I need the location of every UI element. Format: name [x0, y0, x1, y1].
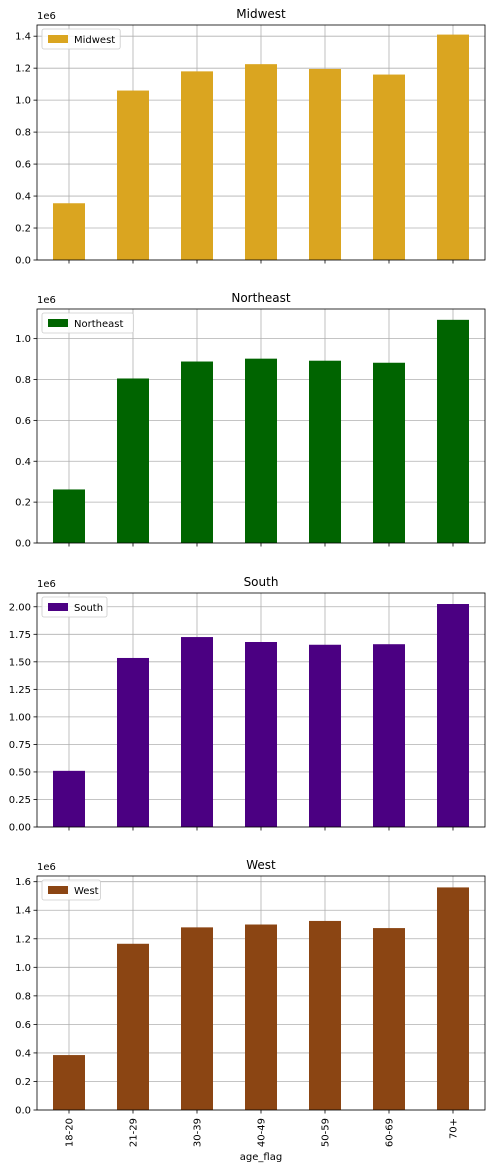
y-tick-label: 1.0	[15, 96, 31, 107]
y-offset-label: 1e6	[37, 295, 56, 306]
y-tick-label: 0.50	[9, 767, 31, 778]
bar-70+	[437, 34, 469, 261]
legend-label: South	[74, 603, 103, 614]
y-tick-label: 0.75	[9, 740, 31, 751]
x-tick-label: 21-29	[129, 1118, 140, 1147]
y-tick-label: 0.8	[15, 375, 31, 386]
x-tick-label: 40-49	[257, 1118, 268, 1147]
bar-30-39	[181, 637, 213, 827]
bar-18-20	[53, 770, 85, 827]
legend-swatch	[48, 603, 68, 611]
bar-21-29	[117, 657, 149, 827]
legend-box	[41, 596, 108, 618]
bar-30-39	[181, 71, 213, 261]
bar-50-59	[309, 360, 341, 543]
y-tick-label: 0.6	[15, 160, 31, 171]
bar-21-29	[117, 378, 149, 543]
bar-40-49	[245, 642, 277, 827]
y-tick-label: 1.75	[9, 630, 31, 641]
y-tick-label: 0.0	[15, 256, 31, 267]
y-tick-label: 0.6	[15, 416, 31, 427]
legend-label: West	[74, 886, 99, 897]
y-tick-label: 1.4	[15, 32, 31, 43]
legend-label: Midwest	[74, 35, 115, 46]
bar-50-59	[309, 920, 341, 1110]
x-tick-label: 30-39	[193, 1118, 204, 1147]
y-tick-label: 1.0	[15, 963, 31, 974]
y-tick-label: 0.00	[9, 823, 31, 834]
y-tick-label: 1.2	[15, 64, 31, 75]
bar-40-49	[245, 64, 277, 261]
bar-21-29	[117, 90, 149, 260]
y-offset-label: 1e6	[37, 579, 56, 590]
y-tick-label: 1.2	[15, 934, 31, 945]
bar-70+	[437, 887, 469, 1110]
bar-18-20	[53, 489, 85, 543]
bar-60-69	[373, 928, 405, 1110]
y-tick-label: 1.6	[15, 877, 31, 888]
y-tick-label: 0.25	[9, 795, 31, 806]
y-tick-label: 1.50	[9, 657, 31, 668]
y-tick-label: 0.0	[15, 1106, 31, 1117]
bar-30-39	[181, 927, 213, 1110]
x-tick-label: 70+	[449, 1118, 460, 1139]
x-tick-label: 60-69	[385, 1118, 396, 1147]
legend-swatch	[48, 886, 68, 894]
bar-21-29	[117, 943, 149, 1110]
bar-60-69	[373, 74, 405, 260]
y-tick-label: 1.25	[9, 685, 31, 696]
y-tick-label: 1.4	[15, 906, 31, 917]
legend-swatch	[48, 35, 68, 43]
bar-70+	[437, 319, 469, 543]
y-offset-label: 1e6	[37, 11, 56, 22]
bar-18-20	[53, 203, 85, 260]
y-offset-label: 1e6	[37, 862, 56, 873]
y-tick-label: 0.6	[15, 1020, 31, 1031]
y-tick-label: 0.2	[15, 498, 31, 509]
x-axis-label: age_flag	[240, 1152, 282, 1163]
legend-box	[41, 312, 134, 334]
panel-title: Midwest	[236, 7, 286, 21]
bar-50-59	[309, 68, 341, 260]
bar-70+	[437, 604, 469, 827]
y-tick-label: 0.2	[15, 1077, 31, 1088]
y-tick-label: 2.00	[9, 602, 31, 613]
bar-60-69	[373, 644, 405, 827]
bar-50-59	[309, 644, 341, 827]
y-tick-label: 0.4	[15, 192, 31, 203]
y-tick-label: 0.8	[15, 991, 31, 1002]
legend-box	[41, 879, 101, 901]
x-tick-label: 50-59	[321, 1118, 332, 1147]
legend-swatch	[48, 319, 68, 327]
bar-18-20	[53, 1055, 85, 1110]
bar-30-39	[181, 361, 213, 543]
legend-box	[41, 28, 121, 50]
panel-title: Northeast	[231, 291, 291, 305]
legend-label: Northeast	[74, 319, 123, 330]
y-tick-label: 0.2	[15, 224, 31, 235]
panel-title: West	[246, 858, 276, 872]
y-tick-label: 1.00	[9, 712, 31, 723]
y-tick-label: 1.0	[15, 334, 31, 345]
bar-60-69	[373, 362, 405, 543]
y-tick-label: 0.8	[15, 128, 31, 139]
y-tick-label: 0.4	[15, 1048, 31, 1059]
x-tick-label: 18-20	[65, 1118, 76, 1147]
bar-40-49	[245, 924, 277, 1110]
panel-title: South	[244, 575, 279, 589]
y-tick-label: 0.0	[15, 539, 31, 550]
bar-40-49	[245, 358, 277, 543]
y-tick-label: 0.4	[15, 457, 31, 468]
